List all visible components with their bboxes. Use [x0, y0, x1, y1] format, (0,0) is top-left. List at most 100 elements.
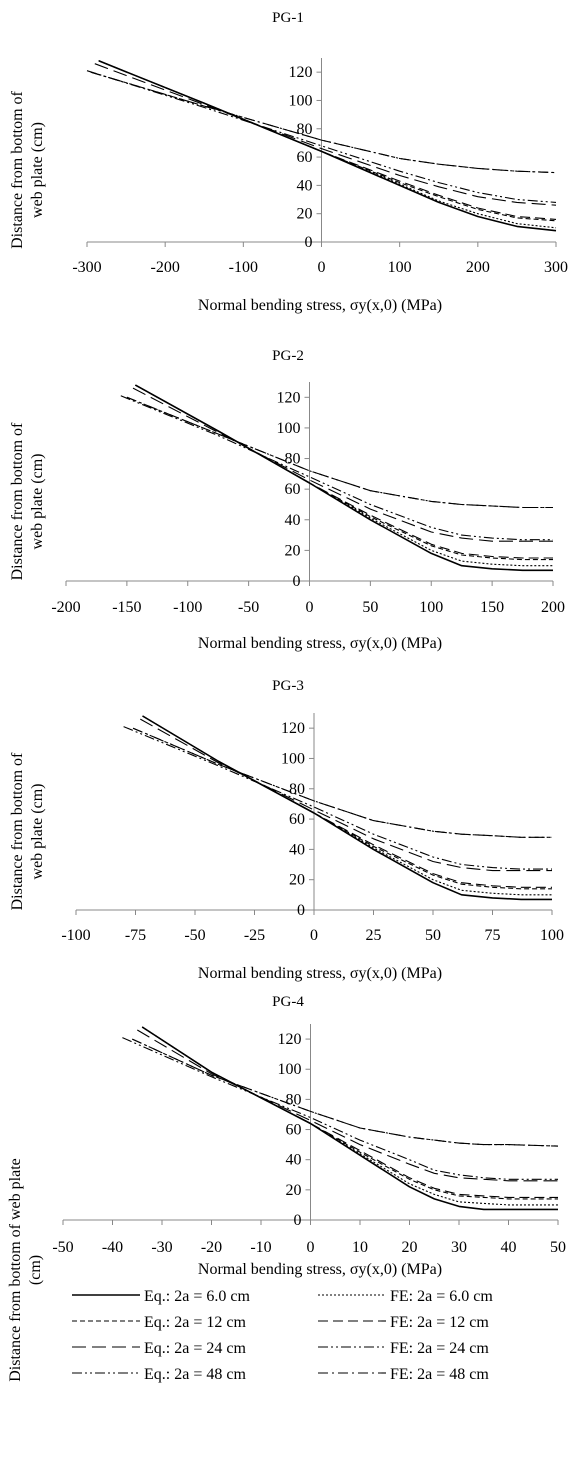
legend-label: Eq.: 2a = 24 cm [144, 1340, 246, 1357]
series-line [132, 727, 552, 838]
series-line [135, 384, 553, 567]
series-line [135, 384, 553, 572]
series-line [86, 70, 557, 203]
y-tick-label: 80 [289, 781, 305, 798]
series-line [120, 395, 553, 541]
series-line [132, 1038, 559, 1147]
series-line [94, 63, 557, 206]
x-tick-label: 300 [544, 259, 568, 276]
x-tick-label: -30 [151, 1239, 172, 1256]
chart-panel-pg3: PG-3 -100 -75 -50 -25 0 25 50 75 100 0 20 40 60 80 100 1… [0, 660, 576, 990]
y-axis-label: Distance from bottom of web plate (cm) [9, 422, 46, 580]
series-line [141, 1026, 558, 1200]
series-line [123, 726, 552, 870]
chart-title: PG-4 [272, 994, 304, 1010]
x-tick-label: -50 [52, 1239, 73, 1256]
series-line [98, 60, 557, 220]
x-tick-label: 25 [366, 927, 382, 944]
y-tick-label: 0 [294, 1212, 302, 1229]
series-line [90, 71, 557, 174]
y-tick-label: 80 [297, 121, 313, 138]
x-tick-label: 40 [501, 1239, 517, 1256]
chart-title: PG-2 [272, 348, 304, 364]
x-tick-label: -200 [51, 599, 80, 616]
legend-label: Eq.: 2a = 48 cm [144, 1366, 246, 1383]
x-tick-label: 200 [541, 599, 565, 616]
series-line [98, 60, 557, 222]
series-line [126, 396, 553, 509]
y-tick-label: 20 [286, 1182, 302, 1199]
x-axis-label: Normal bending stress, σy(x,0) (MPa) [198, 297, 442, 314]
y-tick-label: 20 [289, 872, 305, 889]
series-line [141, 1026, 558, 1198]
series-line [142, 715, 552, 901]
series-line [132, 1038, 559, 1147]
chart-pg3: PG-3 -100 -75 -50 -25 0 25 50 75 100 0 20 40 60 80 100 1… [9, 678, 564, 982]
legend-label: FE: 2a = 6.0 cm [390, 1288, 493, 1305]
series-line [142, 715, 552, 888]
x-tick-label: -200 [151, 259, 180, 276]
y-tick-label: 20 [297, 206, 313, 223]
x-tick-label: -100 [229, 259, 258, 276]
series-line [122, 1037, 558, 1180]
x-tick-label: -50 [184, 927, 205, 944]
y-tick-label: 40 [285, 512, 301, 529]
legend: Eq.: 2a = 6.0 cm FE: 2a = 6.0 cm Eq.: 2a =… [60, 1283, 576, 1481]
y-tick-label: 40 [289, 841, 305, 858]
x-axis-label: Normal bending stress, σy(x,0) (MPa) [198, 635, 442, 652]
y-tick-label: 100 [289, 92, 313, 109]
y-axis-label-line-1: Distance from bottom of [9, 422, 26, 580]
y-tick-label: 80 [286, 1091, 302, 1108]
chart-panel-pg4: PG-4 -50 -40 -30 -20 -10 0 10 20 30 40 50 0 20 40 60 80 1… [0, 990, 576, 1280]
series-line [132, 387, 553, 542]
x-tick-label: 0 [310, 927, 318, 944]
x-tick-label: -25 [244, 927, 265, 944]
legend-label: FE: 2a = 12 cm [390, 1314, 489, 1331]
series-line [142, 715, 552, 890]
y-axis-label-line-2: web plate (cm) [29, 784, 46, 880]
y-tick-label: 60 [297, 149, 313, 166]
x-tick-label: 150 [480, 599, 504, 616]
x-tick-label: 50 [550, 1239, 566, 1256]
chart-title: PG-3 [272, 678, 304, 694]
y-tick-label: 20 [285, 542, 301, 559]
x-axis-label: Normal bending stress, σy(x,0) (MPa) [198, 1261, 442, 1278]
series-line [142, 715, 552, 896]
x-tick-label: 0 [307, 1239, 315, 1256]
x-tick-label: -75 [125, 927, 146, 944]
series-line [135, 384, 553, 559]
chart-panel-pg1: PG-1 -300 -200 -100 0 100 200 300 0 20 40 60 80 100 12… [0, 0, 576, 330]
y-axis-label-line-2: (cm) [27, 1255, 44, 1285]
series-line [98, 60, 557, 229]
y-tick-label: 120 [289, 64, 313, 81]
x-axis-label: Normal bending stress, σy(x,0) (MPa) [198, 965, 442, 982]
y-tick-label: 100 [278, 1061, 302, 1078]
y-tick-label: 0 [293, 573, 301, 590]
chart-title: PG-1 [272, 10, 304, 26]
x-tick-label: 50 [362, 599, 378, 616]
y-tick-label: 80 [285, 451, 301, 468]
x-tick-label: 30 [451, 1239, 467, 1256]
y-tick-label: 120 [278, 1031, 302, 1048]
y-axis-label-line-1: Distance from bottom of [9, 752, 26, 910]
y-tick-label: 0 [297, 902, 305, 919]
legend-svg: Eq.: 2a = 6.0 cm FE: 2a = 6.0 cm Eq.: 2a =… [72, 1288, 493, 1383]
chart-panel-pg2: PG-2 -200 -150 -100 -50 0 50 100 150 200 0 20 40 60 80… [0, 330, 576, 660]
x-tick-label: 100 [419, 599, 443, 616]
x-tick-label: 0 [306, 599, 314, 616]
series-line [141, 1026, 558, 1211]
x-tick-label: -40 [102, 1239, 123, 1256]
x-tick-label: -300 [72, 259, 101, 276]
y-tick-label: 100 [277, 420, 301, 437]
y-tick-label: 60 [289, 811, 305, 828]
y-tick-label: 0 [305, 234, 313, 251]
y-tick-label: 40 [297, 177, 313, 194]
shared-y-axis-label: Distance from bottom of web plate (cm) [7, 1158, 44, 1382]
x-tick-label: 200 [466, 259, 490, 276]
y-tick-label: 60 [285, 481, 301, 498]
y-axis-label: Distance from bottom of web plate (cm) [9, 752, 46, 910]
legend-label: Eq.: 2a = 6.0 cm [144, 1288, 250, 1305]
y-tick-label: 120 [281, 720, 305, 737]
x-tick-label: 10 [352, 1239, 368, 1256]
x-tick-label: 20 [402, 1239, 418, 1256]
